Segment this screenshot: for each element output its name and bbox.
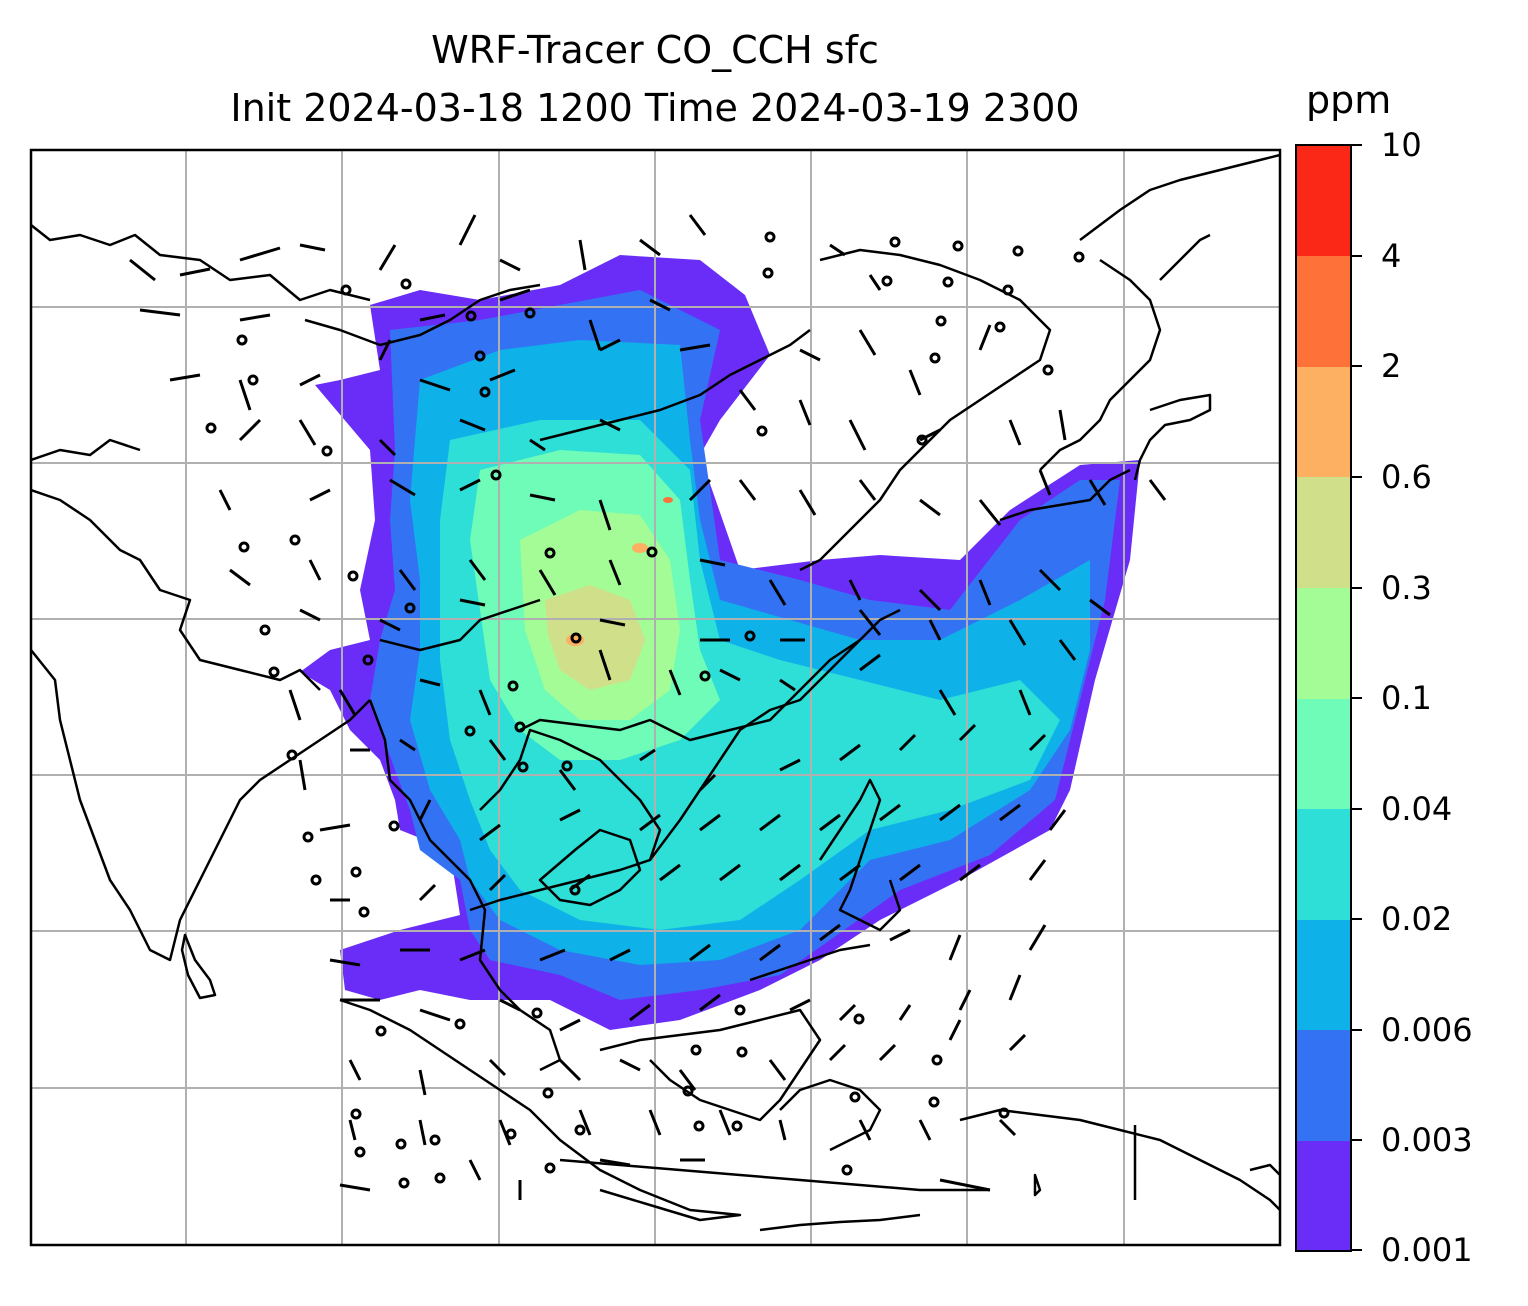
colorbar-segment-6 xyxy=(1296,477,1351,588)
tracer-plume xyxy=(300,255,1140,1030)
colorbar-segment-0 xyxy=(1296,1140,1351,1251)
colorbar-tick-label: 0.02 xyxy=(1381,900,1453,938)
colorbar-segment-3 xyxy=(1296,809,1351,920)
colorbar-tick-label: 0.001 xyxy=(1381,1231,1473,1269)
colorbar-tick-label: 0.6 xyxy=(1381,458,1432,496)
plume-level-8 xyxy=(566,634,584,646)
colorbar-segment-8 xyxy=(1296,256,1351,367)
plume-level-9 xyxy=(663,497,673,503)
colorbar-segment-2 xyxy=(1296,919,1351,1030)
colorbar-tick-label: 0.04 xyxy=(1381,790,1453,828)
plume-level-7 xyxy=(545,585,645,690)
plume-level-8b xyxy=(632,543,648,553)
colorbar-segment-9 xyxy=(1296,145,1351,256)
colorbar-tick-label: 0.006 xyxy=(1381,1011,1473,1049)
colorbar-unit-label: ppm xyxy=(1306,78,1392,122)
map-gridlines xyxy=(31,150,1280,1245)
calm-wind-markers xyxy=(205,231,1085,1189)
colorbar-segment-5 xyxy=(1296,588,1351,699)
chart-title-line2: Init 2024-03-18 1200 Time 2024-03-19 230… xyxy=(230,86,1080,130)
colorbar-tick-label: 0.3 xyxy=(1381,569,1432,607)
colorbar-tick-label: 10 xyxy=(1381,126,1422,164)
colorbar-tick-label: 2 xyxy=(1381,347,1402,385)
colorbar-segment-7 xyxy=(1296,366,1351,477)
colorbar-segment-4 xyxy=(1296,698,1351,809)
wind-barbs xyxy=(129,214,1167,1200)
colorbar-tick-label: 0.003 xyxy=(1381,1121,1473,1159)
colorbar xyxy=(1295,144,1362,1252)
colorbar-segment-1 xyxy=(1296,1030,1351,1141)
map-frame xyxy=(29,148,1282,1247)
coastlines xyxy=(31,153,1280,1232)
colorbar-tick-label: 4 xyxy=(1381,237,1402,275)
colorbar-tick-label: 0.1 xyxy=(1381,679,1432,717)
chart-title-line1: WRF-Tracer CO_CCH sfc xyxy=(431,28,879,72)
